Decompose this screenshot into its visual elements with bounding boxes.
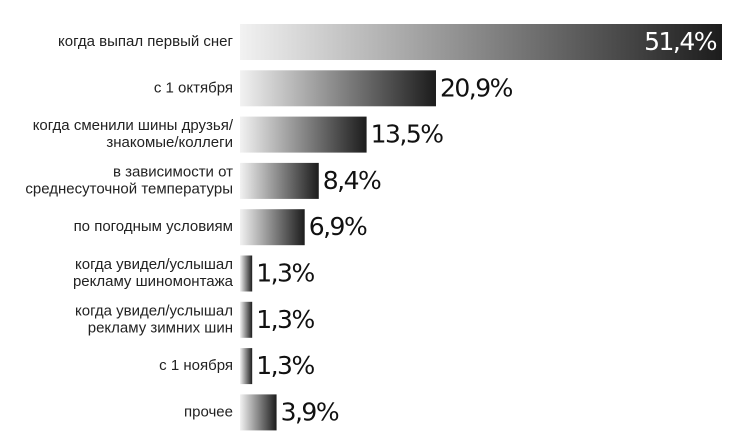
bar <box>240 301 253 338</box>
category-label: среднесуточной температуры <box>25 180 233 197</box>
category-label: в зависимости от <box>113 163 233 180</box>
bar <box>240 394 277 431</box>
category-label: прочее <box>184 403 233 420</box>
category-label: по погодным условиям <box>74 218 233 235</box>
value-label: 1,3% <box>256 351 314 380</box>
value-label: 51,4% <box>644 27 717 56</box>
category-label: когда выпал первый снег <box>58 33 233 50</box>
bar <box>240 255 253 292</box>
bar <box>240 162 319 199</box>
category-label: когда увидел/услышал <box>75 302 233 319</box>
value-label: 13,5% <box>371 120 444 149</box>
category-label: с 1 ноября <box>159 357 233 374</box>
category-label: знакомые/коллеги <box>106 134 233 151</box>
value-label: 3,9% <box>281 397 339 426</box>
category-label: рекламу шиномонтажа <box>73 273 234 290</box>
value-label: 1,3% <box>256 259 314 288</box>
category-label: когда увидел/услышал <box>75 256 233 273</box>
bar <box>240 116 367 153</box>
category-label: рекламу зимних шин <box>88 319 233 336</box>
bar <box>240 70 436 107</box>
bar <box>240 24 722 60</box>
value-label: 20,9% <box>440 73 513 102</box>
bar <box>240 348 253 385</box>
category-label: когда сменили шины друзья/ <box>33 117 234 134</box>
bar <box>240 209 305 246</box>
value-label: 6,9% <box>309 212 367 241</box>
value-label: 1,3% <box>256 305 314 334</box>
category-label: с 1 октября <box>154 79 233 96</box>
value-label: 8,4% <box>323 166 381 195</box>
